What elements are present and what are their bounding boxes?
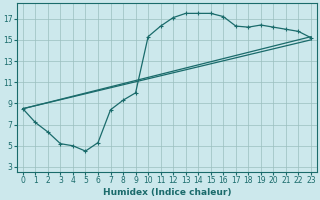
X-axis label: Humidex (Indice chaleur): Humidex (Indice chaleur) bbox=[103, 188, 231, 197]
